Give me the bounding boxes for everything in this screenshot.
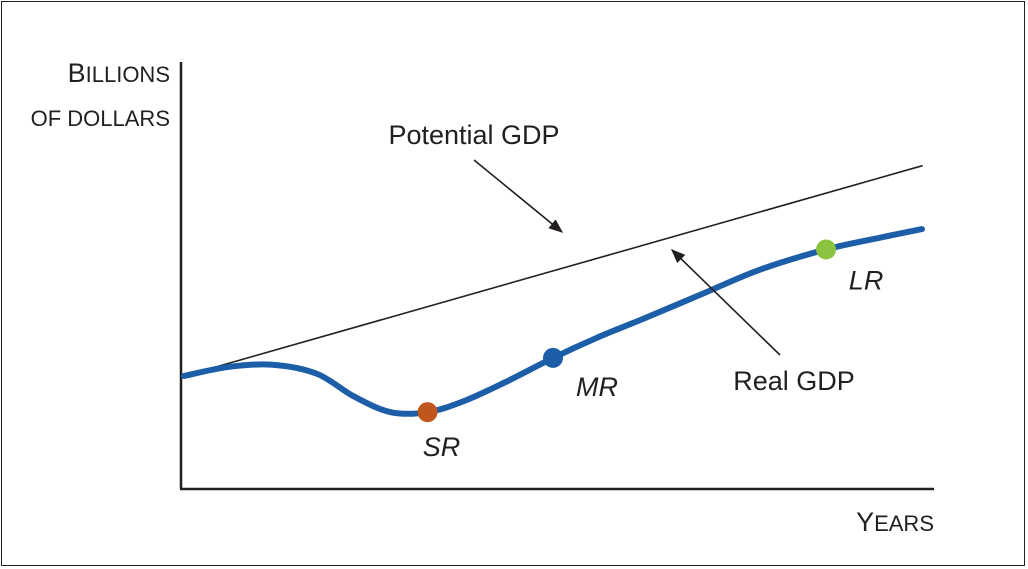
lr-label: LR — [849, 265, 884, 295]
real-gdp-arrow — [670, 248, 781, 356]
y-axis-label-line2: OF DOLLARS — [31, 106, 170, 131]
potential-gdp-line — [183, 165, 923, 377]
potential-gdp-arrow — [473, 159, 564, 233]
x-axis-label: YEARS — [856, 507, 934, 537]
mr-label: MR — [576, 372, 618, 402]
points-layer: SR MR LR — [417, 239, 884, 462]
series-layer — [181, 165, 925, 417]
y-axis-label-line1: BILLIONS — [68, 58, 170, 88]
real-gdp-line — [181, 226, 925, 417]
mr-point — [543, 347, 563, 368]
sr-label: SR — [423, 432, 461, 462]
lr-point — [816, 239, 837, 260]
sr-point — [417, 402, 438, 423]
potential-gdp-label: Potential GDP — [388, 120, 559, 150]
real-gdp-label: Real GDP — [733, 366, 855, 396]
